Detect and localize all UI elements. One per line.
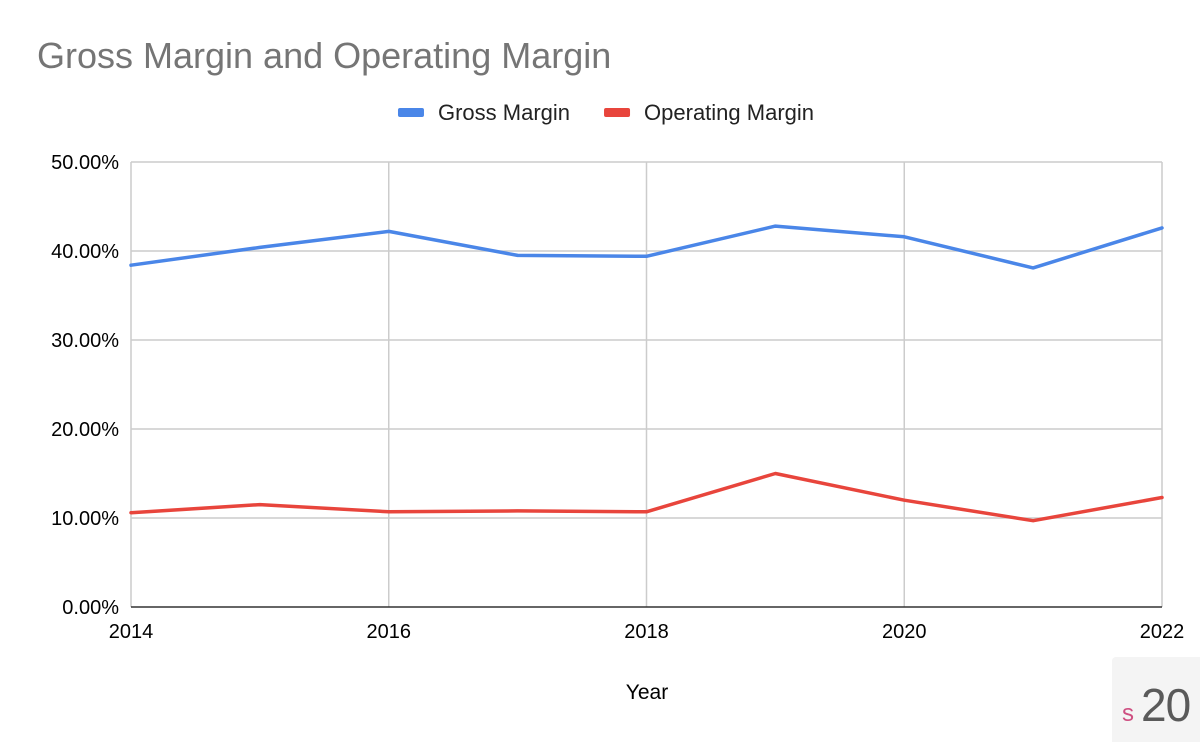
watermark-badge: s 20 [1112, 657, 1200, 742]
x-tick-label: 2018 [624, 621, 669, 643]
x-axis-title: Year [626, 681, 668, 704]
legend: Gross Margin Operating Margin [397, 100, 814, 125]
gridlines [130, 161, 1163, 608]
chart-title: Gross Margin and Operating Margin [37, 35, 611, 76]
badge-number: 20 [1141, 679, 1191, 731]
series-line-operating-margin [129, 471, 1164, 523]
y-tick-label: 20.00% [51, 419, 119, 441]
x-tick-label: 2016 [367, 621, 412, 643]
series-line-gross-margin [129, 224, 1164, 270]
y-tick-label: 40.00% [51, 241, 119, 263]
y-tick-label: 10.00% [51, 508, 119, 530]
legend-swatch [397, 108, 424, 117]
legend-swatch [604, 108, 631, 117]
legend-label: Gross Margin [438, 100, 570, 125]
y-tick-label: 50.00% [51, 152, 119, 174]
x-tick-label: 2022 [1140, 621, 1185, 643]
y-tick-label: 30.00% [51, 330, 119, 352]
badge-prefix: s [1122, 700, 1134, 727]
x-tick-label: 2020 [882, 621, 927, 643]
y-axis-ticks: 0.00% 10.00% 20.00% 30.00% 40.00% 50.00% [51, 152, 119, 619]
x-axis-ticks: 2014 2016 2018 2020 2022 [109, 621, 1185, 643]
legend-label: Operating Margin [644, 100, 814, 125]
series-lines [129, 224, 1164, 523]
x-tick-label: 2014 [109, 621, 154, 643]
y-tick-label: 0.00% [62, 597, 119, 619]
